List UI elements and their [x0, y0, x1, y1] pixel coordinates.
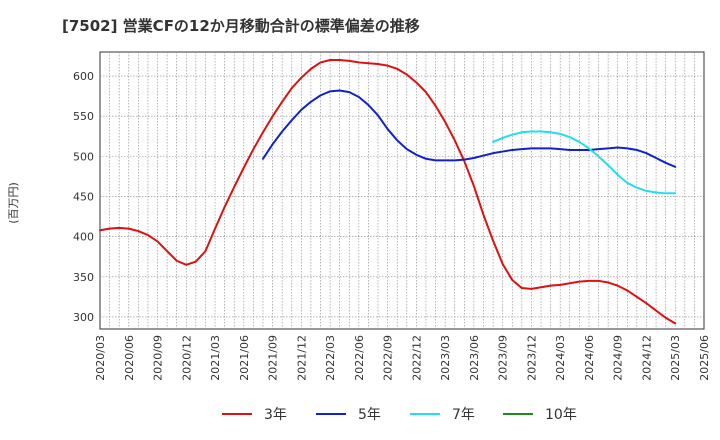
y-tick-label: 500	[73, 150, 94, 163]
series-line	[99, 59, 677, 325]
x-tick-label: 2023/12	[525, 335, 538, 381]
y-tick-label: 400	[73, 231, 94, 244]
legend-label: 7年	[452, 407, 475, 423]
x-tick-label: 2020/06	[123, 335, 136, 381]
y-tick-label: 550	[73, 110, 94, 123]
x-tick-label: 2022/12	[410, 335, 423, 381]
legend-label: 5年	[358, 407, 381, 423]
x-tick-label: 2023/09	[497, 335, 510, 381]
x-tick-label: 2020/09	[152, 335, 165, 381]
x-tick-label: 2025/06	[698, 335, 711, 381]
x-tick-label: 2025/03	[669, 335, 682, 381]
series-group	[99, 59, 677, 325]
x-tick-label: 2021/09	[267, 335, 280, 381]
legend: 3年 5年 7年 10年	[222, 407, 577, 423]
x-tick-label: 2024/03	[554, 335, 567, 381]
x-tick-label: 2024/09	[612, 335, 625, 381]
y-axis-label: (百万円)	[7, 182, 20, 224]
x-tick-label: 2022/06	[353, 335, 366, 381]
series-line	[261, 89, 677, 168]
x-tick-label: 2022/09	[382, 335, 395, 381]
y-tick-label: 300	[73, 311, 94, 324]
x-tick-label: 2021/12	[295, 335, 308, 381]
y-tick-label: 350	[73, 271, 94, 284]
x-tick-label: 2022/03	[324, 335, 337, 381]
legend-label: 10年	[545, 407, 577, 423]
legend-label: 3年	[264, 407, 287, 423]
y-tick-label: 450	[73, 191, 94, 204]
y-tick-label: 600	[73, 70, 94, 83]
x-tick-label: 2024/12	[640, 335, 653, 381]
x-tick-label: 2023/06	[468, 335, 481, 381]
x-tick-label: 2024/06	[583, 335, 596, 381]
series-line	[492, 130, 677, 195]
x-tick-label: 2023/03	[439, 335, 452, 381]
x-axis: 2020/03 2020/06 2020/09 2020/12 2021/03 2021/…	[94, 335, 711, 381]
x-tick-label: 2021/06	[238, 335, 251, 381]
plot-area	[99, 51, 705, 330]
y-axis: 300 350 400 450 500 550 600	[73, 70, 94, 324]
chart-title: [7502] 営業CFの12か月移動合計の標準偏差の推移	[62, 17, 420, 35]
x-tick-label: 2020/03	[94, 335, 107, 381]
x-tick-label: 2020/12	[180, 335, 193, 381]
x-tick-label: 2021/03	[209, 335, 222, 381]
